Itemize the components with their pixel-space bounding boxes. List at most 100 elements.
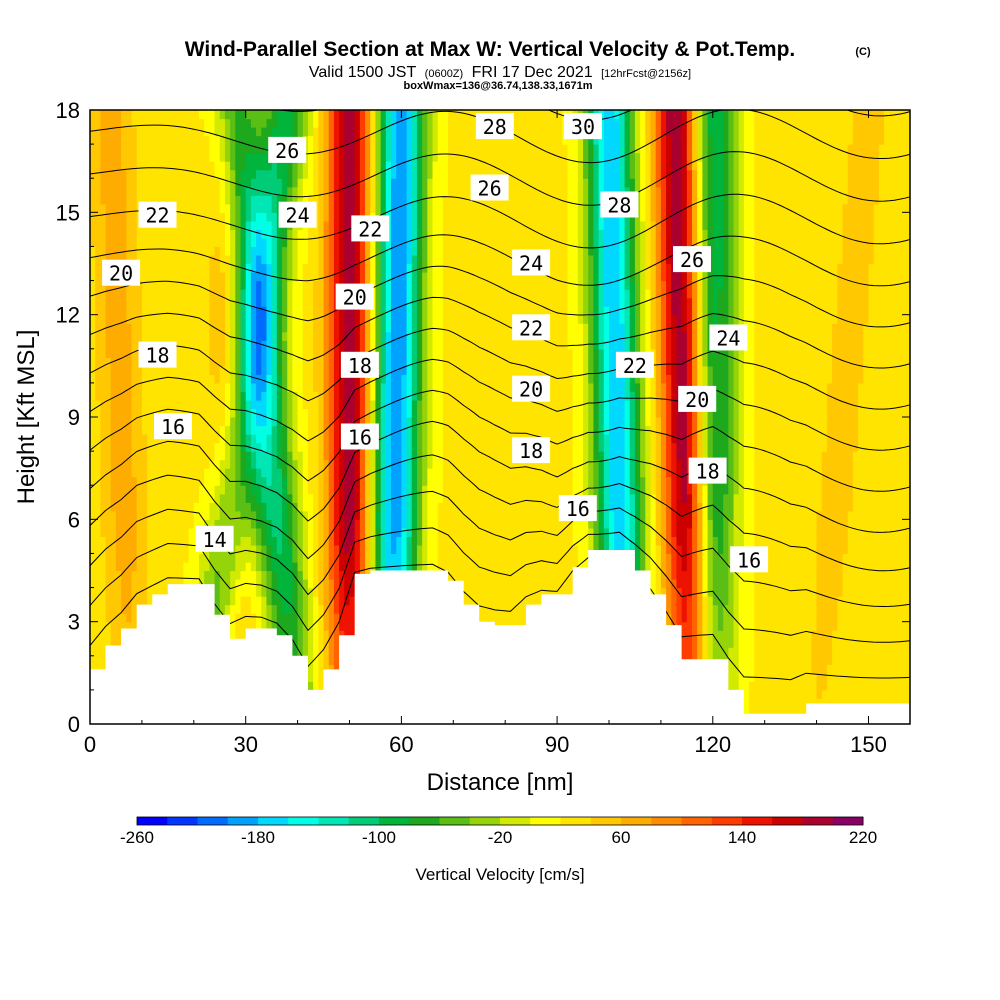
velocity-cell: [95, 229, 101, 239]
velocity-cell: [276, 451, 283, 461]
velocity-cell: [261, 596, 268, 606]
velocity-cell: [162, 587, 169, 597]
velocity-cell: [261, 195, 268, 205]
velocity-cell: [323, 519, 330, 529]
velocity-cell: [126, 144, 133, 154]
velocity-cell: [209, 459, 216, 469]
velocity-cell: [339, 519, 345, 529]
velocity-cell: [173, 178, 179, 188]
velocity-cell: [287, 485, 294, 495]
velocity-cell: [266, 357, 273, 367]
velocity-cell: [276, 118, 283, 128]
velocity-cell: [100, 630, 107, 640]
velocity-cell: [147, 237, 153, 248]
velocity-cell: [442, 135, 449, 145]
velocity-cell: [240, 203, 247, 213]
velocity-cell: [318, 519, 325, 529]
velocity-cell: [349, 493, 356, 503]
velocity-cell: [131, 417, 138, 427]
velocity-cell: [126, 229, 133, 239]
velocity-cell: [385, 110, 392, 120]
velocity-cell: [375, 297, 382, 307]
velocity-cell: [302, 561, 309, 572]
velocity-cell: [432, 408, 439, 418]
velocity-cell: [333, 476, 340, 486]
velocity-cell: [302, 638, 309, 648]
velocity-cell: [380, 169, 387, 179]
velocity-cell: [276, 169, 283, 179]
velocity-cell: [105, 374, 112, 384]
velocity-cell: [224, 220, 231, 230]
velocity-cell: [271, 186, 278, 196]
velocity-cell: [339, 195, 345, 205]
velocity-cell: [162, 152, 169, 162]
velocity-cell: [396, 280, 402, 290]
velocity-cell: [261, 382, 268, 393]
velocity-cell: [344, 459, 351, 469]
velocity-cell: [411, 314, 418, 324]
velocity-cell: [100, 297, 107, 307]
velocity-cell: [115, 212, 122, 222]
velocity-cell: [219, 561, 226, 572]
velocity-cell: [276, 399, 283, 410]
velocity-cell: [307, 246, 314, 256]
velocity-cell: [141, 442, 148, 452]
velocity-cell: [115, 314, 122, 324]
velocity-cell: [422, 195, 428, 205]
velocity-cell: [416, 561, 423, 572]
velocity-cell: [359, 561, 366, 572]
velocity-cell: [370, 502, 377, 512]
velocity-cell: [256, 434, 262, 444]
velocity-cell: [432, 510, 439, 520]
velocity-cell: [126, 408, 133, 418]
velocity-cell: [240, 579, 247, 589]
velocity-cell: [406, 459, 413, 469]
velocity-cell: [292, 408, 299, 418]
velocity-cell: [110, 144, 117, 154]
velocity-cell: [422, 561, 428, 572]
velocity-cell: [105, 144, 112, 154]
velocity-cell: [256, 613, 262, 623]
velocity-cell: [198, 340, 205, 350]
velocity-cell: [235, 365, 242, 375]
velocity-cell: [318, 544, 325, 555]
velocity-cell: [131, 323, 138, 333]
velocity-cell: [422, 365, 428, 375]
velocity-cell: [209, 502, 216, 512]
velocity-cell: [214, 408, 221, 418]
velocity-cell: [401, 374, 408, 384]
velocity-cell: [344, 212, 351, 222]
velocity-cell: [188, 203, 195, 213]
velocity-cell: [333, 570, 340, 580]
velocity-cell: [339, 553, 345, 563]
velocity-cell: [422, 178, 428, 188]
velocity-cell: [193, 451, 200, 461]
velocity-cell: [437, 476, 444, 486]
velocity-cell: [261, 314, 268, 324]
velocity-cell: [385, 434, 392, 444]
velocity-cell: [245, 178, 252, 188]
velocity-cell: [416, 425, 423, 435]
velocity-cell: [230, 203, 236, 213]
velocity-cell: [147, 561, 153, 572]
velocity-cell: [266, 570, 273, 580]
velocity-cell: [173, 323, 179, 333]
velocity-cell: [90, 323, 96, 333]
velocity-cell: [90, 306, 96, 316]
velocity-cell: [406, 195, 413, 205]
velocity-cell: [385, 323, 392, 333]
velocity-cell: [271, 391, 278, 401]
velocity-cell: [406, 331, 413, 341]
velocity-cell: [188, 254, 195, 265]
velocity-cell: [167, 399, 174, 410]
velocity-cell: [198, 195, 205, 205]
velocity-cell: [224, 110, 231, 120]
velocity-cell: [328, 220, 335, 230]
velocity-cell: [328, 195, 335, 205]
velocity-cell: [240, 144, 247, 154]
velocity-cell: [100, 186, 107, 196]
velocity-cell: [224, 553, 231, 563]
velocity-cell: [442, 323, 449, 333]
velocity-cell: [333, 203, 340, 213]
velocity-cell: [256, 246, 262, 256]
